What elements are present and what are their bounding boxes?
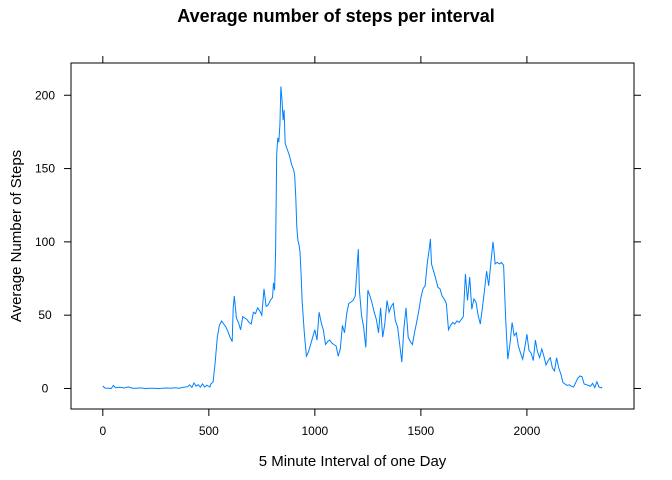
y-axis-label: Average Number of Steps [8, 150, 25, 322]
y-axis-ticks: 0 50 100 150 200 [35, 88, 641, 395]
series-line [102, 86, 603, 390]
x-axis-ticks: 0 500 1000 1500 2000 [99, 56, 541, 438]
x-tick-label: 1500 [408, 424, 435, 438]
x-tick-label: 2000 [514, 424, 541, 438]
x-axis-label: 5 Minute Interval of one Day [259, 453, 447, 470]
y-tick-label: 50 [38, 308, 52, 322]
chart-title: Average number of steps per interval [177, 6, 494, 26]
x-tick-label: 500 [199, 424, 219, 438]
y-tick-label: 100 [35, 235, 55, 249]
x-tick-label: 0 [99, 424, 106, 438]
y-tick-label: 150 [35, 162, 55, 176]
plot-frame [70, 62, 635, 410]
y-tick-label: 0 [42, 381, 49, 395]
y-tick-label: 200 [35, 88, 55, 102]
x-tick-label: 1000 [302, 424, 329, 438]
